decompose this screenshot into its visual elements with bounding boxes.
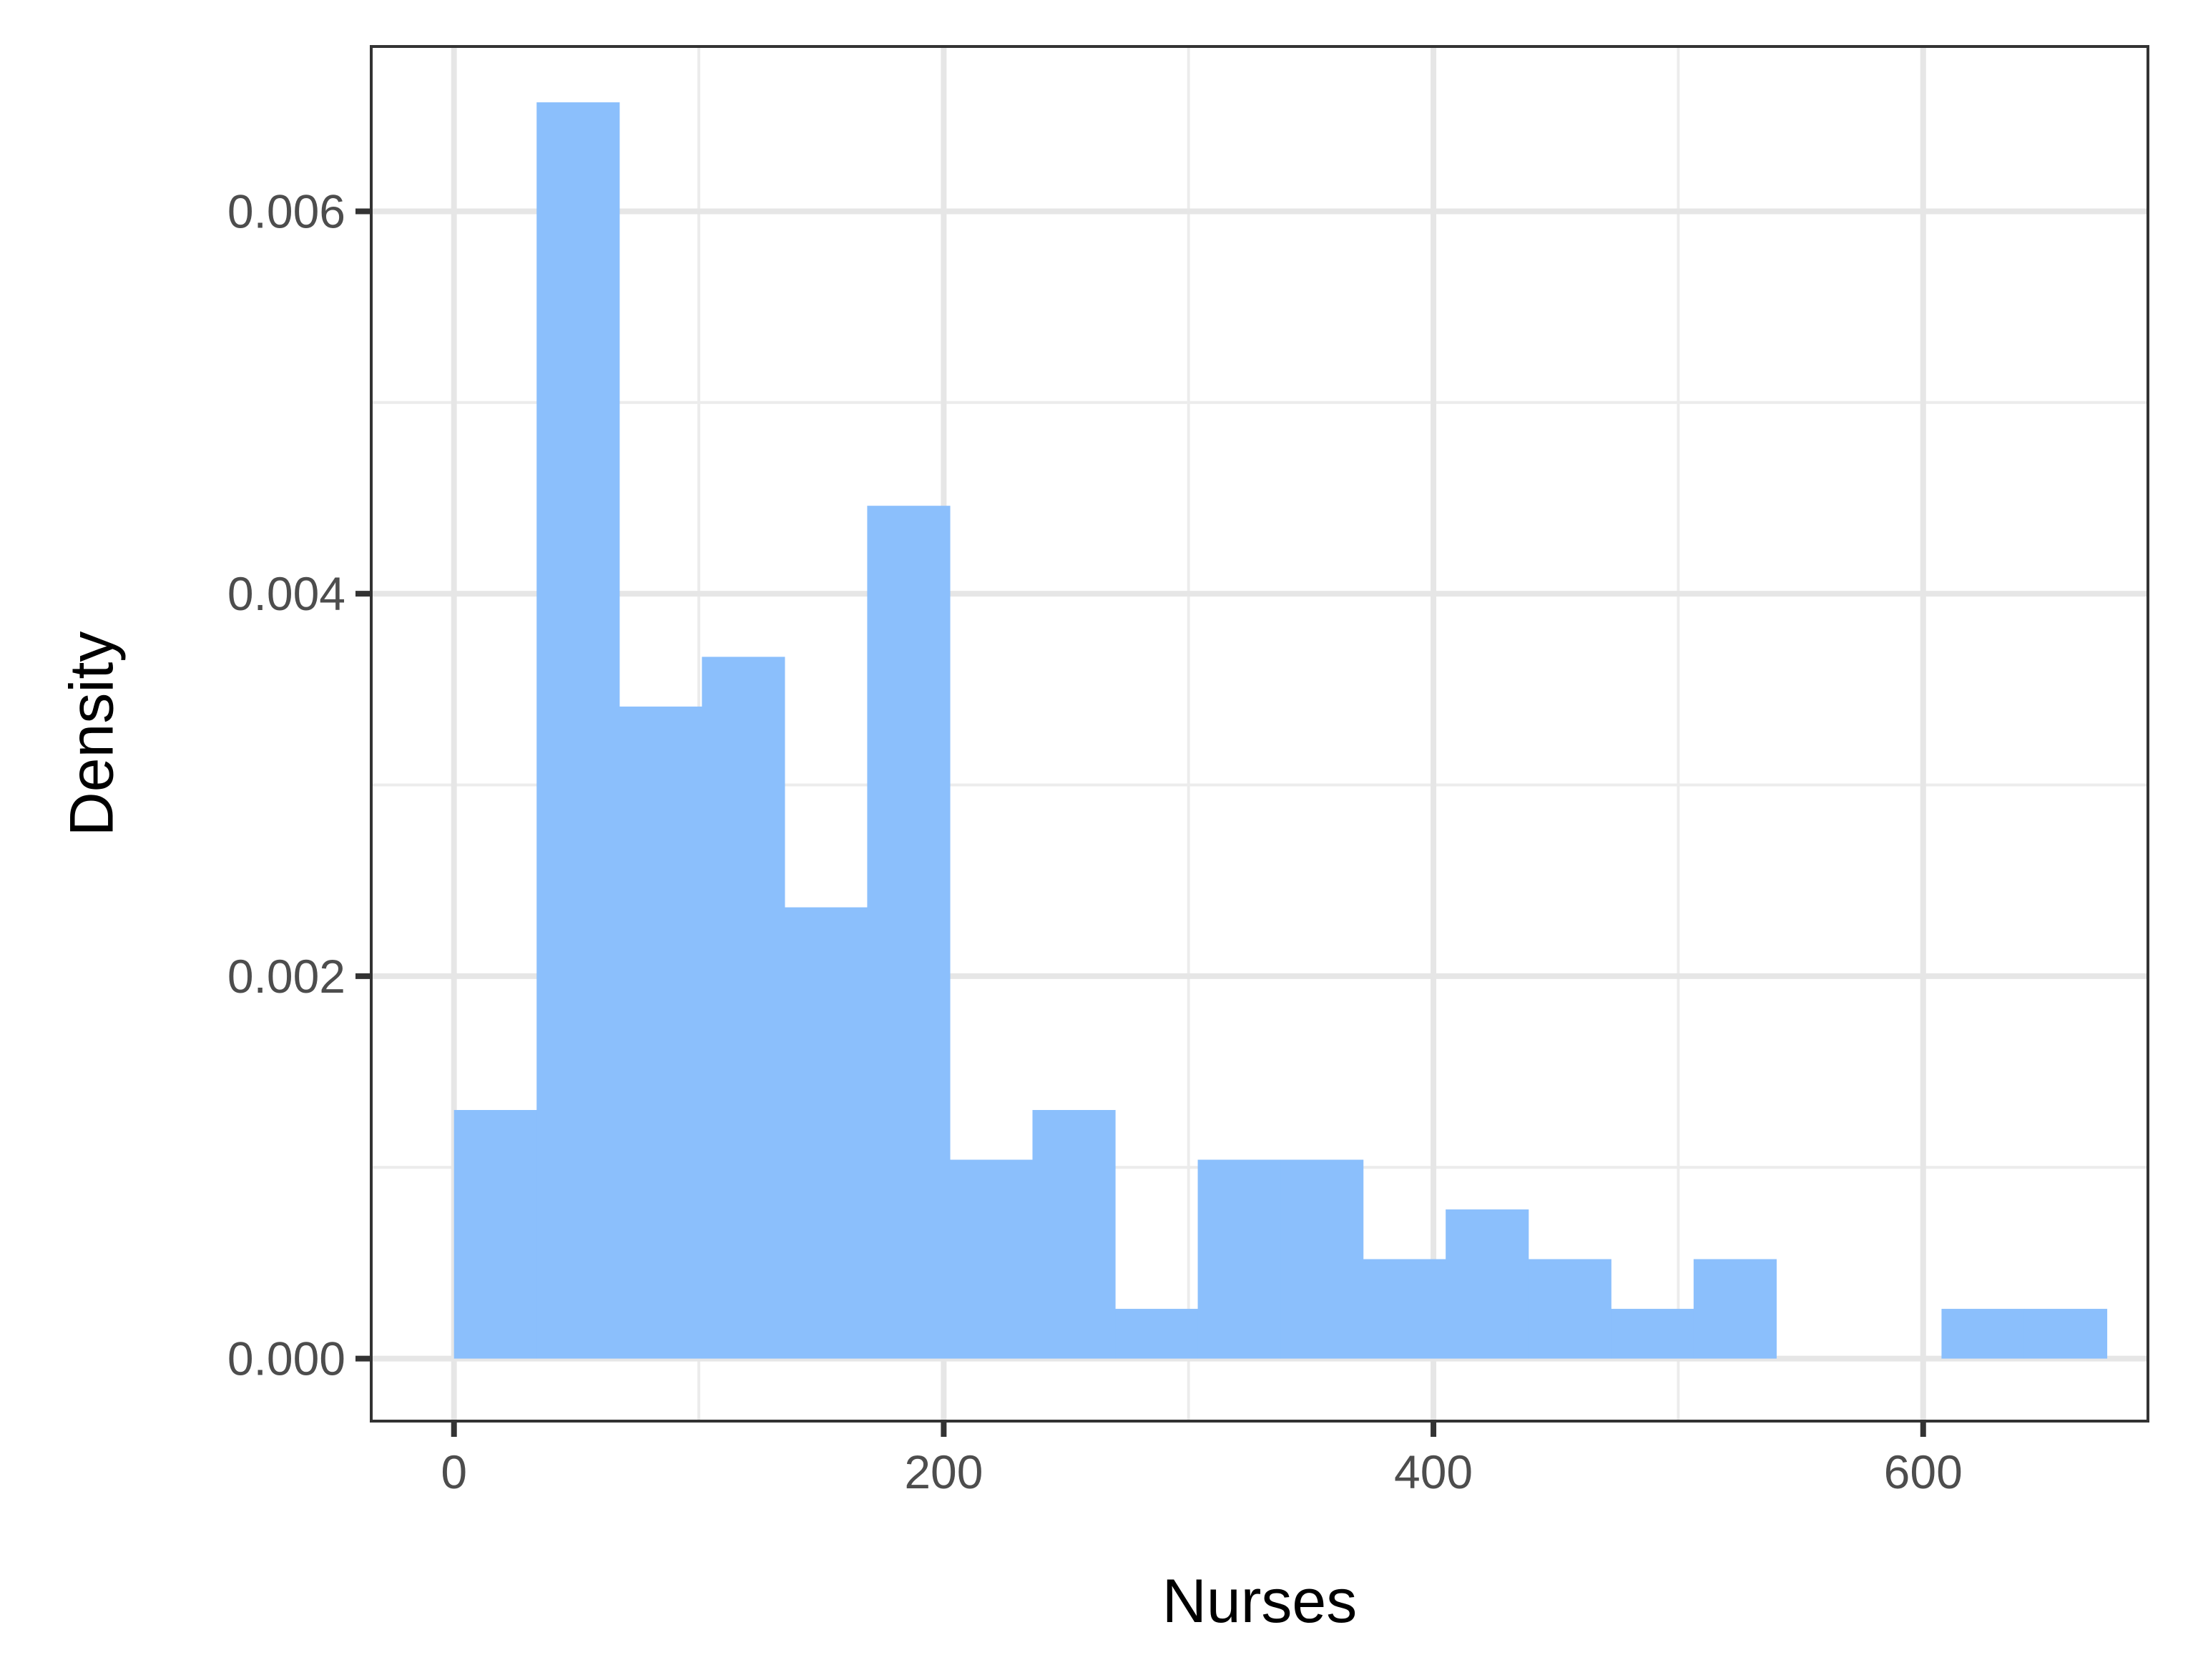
y-tick-label: 0.002 [227,950,345,1003]
x-tick-label: 400 [1394,1445,1473,1498]
histogram-bar [784,907,868,1359]
histogram-bar [867,506,951,1359]
y-tick-label: 0.006 [227,185,345,237]
histogram-bar [1115,1309,1199,1359]
y-axis-title: Density [58,632,127,837]
x-axis-title: Nurses [1162,1567,1357,1636]
y-tick-label: 0.004 [227,567,345,620]
histogram-bar [1363,1259,1446,1359]
histogram-bar [453,1110,537,1359]
histogram-bar [1693,1259,1777,1359]
histogram-bars [453,102,2108,1359]
histogram-bar [1941,1309,2025,1359]
x-tick-label: 0 [441,1445,467,1498]
x-axis: 0 200 400 600 [441,1421,1963,1498]
x-tick-label: 200 [904,1445,983,1498]
y-axis: 0.000 0.002 0.004 0.006 [227,185,371,1385]
histogram-bar [1611,1309,1694,1359]
x-tick-label: 600 [1884,1445,1963,1498]
histogram-bar [1280,1159,1364,1359]
histogram-bar [702,657,785,1359]
histogram-bar [1197,1159,1281,1359]
histogram-bar [1032,1110,1116,1359]
histogram-bar [1446,1209,1529,1359]
y-tick-label: 0.000 [227,1332,345,1385]
histogram-bar [619,706,702,1359]
histogram-bar [536,102,620,1359]
histogram-bar [1528,1259,1611,1359]
histogram-bar [949,1159,1034,1359]
panel-border [370,45,2149,1423]
histogram-bar [2023,1309,2108,1359]
